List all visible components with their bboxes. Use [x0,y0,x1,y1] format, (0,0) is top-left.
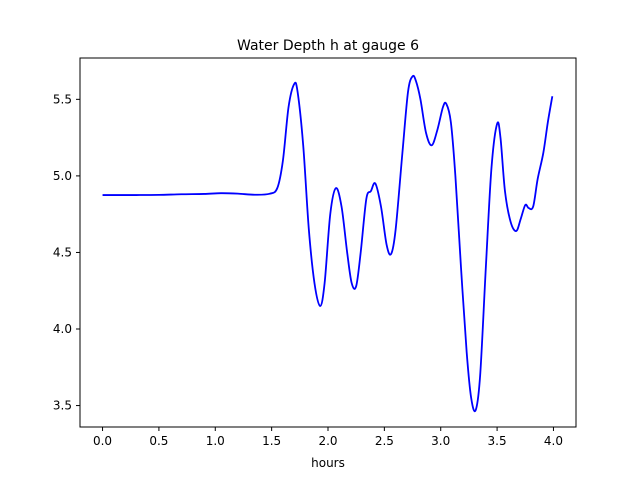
chart-title: Water Depth h at gauge 6 [237,38,419,54]
x-tick-label: 0.0 [93,434,112,448]
x-tick-label: 1.0 [206,434,225,448]
x-tick-label: 0.5 [149,434,168,448]
y-tick-label: 5.0 [53,169,72,183]
y-tick-label: 4.5 [53,245,72,259]
x-tick-label: 1.5 [262,434,281,448]
y-tick-label: 5.5 [53,92,72,106]
series-line [102,74,554,413]
y-tick-label: 3.5 [53,399,72,413]
x-tick-label: 4.0 [544,434,563,448]
x-tick-label: 2.0 [318,434,337,448]
x-tick-label: 3.0 [431,434,450,448]
plot-frame [79,57,577,428]
x-tick-label: 2.5 [375,434,394,448]
x-axis-label: hours [311,456,345,470]
x-axis-ticks: 0.0 0.5 1.0 1.5 2.0 2.5 3.0 3.5 4.0 [93,427,563,448]
x-tick-label: 3.5 [488,434,507,448]
y-axis-ticks: 3.5 4.0 4.5 5.0 5.5 [53,92,80,413]
y-tick-label: 4.0 [53,322,72,336]
